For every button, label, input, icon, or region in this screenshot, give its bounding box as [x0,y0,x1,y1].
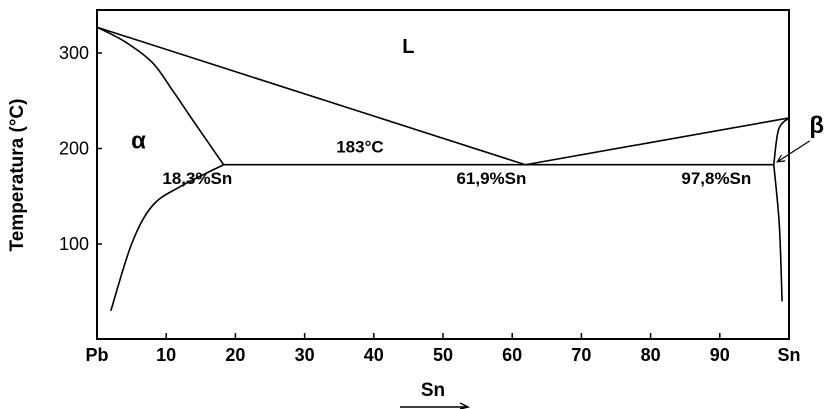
annotation-label: 183°C [336,137,383,156]
x-tick-label: 80 [641,345,661,365]
solvus-alpha-curve [110,164,224,312]
x-tick-label: Pb [85,345,108,365]
annotation-label: 61,9%Sn [456,169,526,188]
y-axis-title: Temperatura (°C) [7,99,28,252]
liquidus-left-curve [96,26,526,166]
x-tick-label: 90 [710,345,730,365]
x-axis-title: Sn [421,380,445,401]
x-tick-label: 30 [295,345,315,365]
x-tick-label: 70 [571,345,591,365]
phase-boundaries [96,26,811,312]
liquidus-right-curve [525,117,790,166]
x-tick-label: 50 [433,345,453,365]
beta-pointer-line [776,140,811,163]
solidus-alpha-curve [96,26,225,166]
y-tick-label: 200 [59,139,89,159]
x-tick-label: 40 [364,345,384,365]
solvus-beta-curve [772,164,783,302]
region-label: L [402,36,414,58]
x-tick-label: 20 [225,345,245,365]
region-label: α [131,128,146,155]
annotation-label: 18,3%Sn [162,169,232,188]
beta-pointer-head [776,154,786,163]
axis-ticks: Pb 10 20 30 40 50 60 70 80 90 Sn 100 200 300 [59,43,801,365]
y-tick-label: 300 [59,43,89,63]
y-tick-label: 100 [59,234,89,254]
region-label: β [809,112,824,139]
x-axis-arrow [400,402,471,409]
solidus-beta-curve [772,117,790,165]
x-tick-label: 60 [502,345,522,365]
text-labels: Lα β 183°C 18,3%Sn 61,9%Sn 97,8%Sn [131,36,824,188]
x-tick-label: Sn [777,345,800,365]
x-tick-label: 10 [156,345,176,365]
annotation-label: 97,8%Sn [681,169,751,188]
